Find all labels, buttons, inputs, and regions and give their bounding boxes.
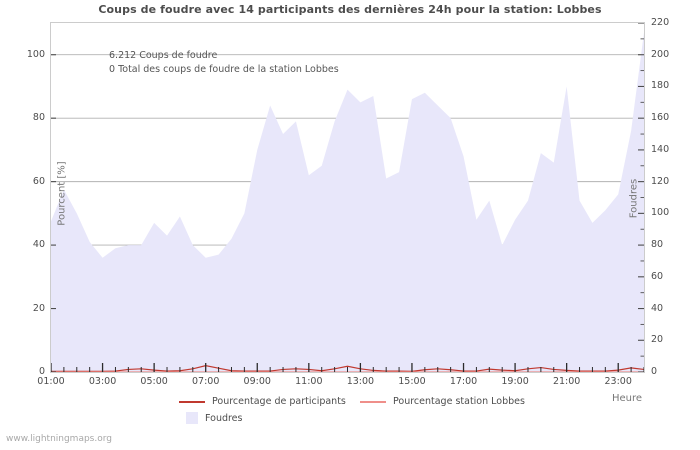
watermark: www.lightningmaps.org [6, 434, 112, 444]
legend-item-station: Pourcentage station Lobbes [360, 396, 525, 407]
y-axis-right-title: Foudres [628, 178, 640, 219]
y-axis-left-tick-0: 0 [38, 366, 45, 377]
page-title: Coups de foudre avec 14 participants des… [98, 3, 602, 16]
x-axis-tick-1900: 19:00 [501, 376, 529, 387]
plot-area: 6.212 Coups de foudre 0 Total des coups … [50, 22, 645, 373]
legend-line-participants [179, 400, 205, 403]
legend-label-strokes: Foudres [205, 412, 243, 424]
y-axis-right-tick-200: 200 [651, 48, 670, 60]
x-axis-tick-2300: 23:00 [604, 376, 632, 387]
plot-canvas [51, 23, 644, 372]
y-axis-right-tick-40: 40 [651, 302, 664, 314]
x-axis-tick-0700: 07:00 [191, 376, 220, 387]
legend-item-participants: Pourcentage de participants [179, 396, 346, 407]
legend-line-station [360, 400, 386, 403]
x-axis-tick-0500: 05:00 [140, 376, 168, 387]
y-axis-left-tick-60: 60 [32, 175, 45, 187]
y-axis-left-tick-80: 80 [32, 112, 45, 124]
y-axis-right-tick-120: 120 [651, 175, 670, 187]
annotation-total-strokes: 6.212 Coups de foudre [109, 50, 218, 61]
y-axis-right-tick-160: 160 [651, 112, 670, 124]
y-axis-right-tick-180: 180 [651, 80, 670, 92]
y-axis-right-tick-60: 60 [651, 270, 664, 282]
y-axis-right-tick-0: 0 [651, 366, 658, 377]
x-axis-tick-1100: 11:00 [295, 376, 323, 387]
y-axis-left-title: Pourcent [%] [56, 161, 68, 226]
y-axis-left-tick-20: 20 [32, 302, 45, 314]
x-axis-title: Heure [612, 393, 643, 404]
y-axis-right-tick-220: 220 [651, 17, 670, 28]
legend-label-station: Pourcentage station Lobbes [393, 396, 525, 407]
y-axis-left-tick-100: 100 [26, 48, 45, 60]
x-axis-tick-1500: 15:00 [398, 376, 426, 387]
y-axis-right-tick-140: 140 [651, 143, 670, 155]
x-axis-tick-2100: 21:00 [552, 376, 581, 387]
legend-label-participants: Pourcentage de participants [212, 396, 346, 407]
chart-legend: Pourcentage de participants Pourcentage … [50, 394, 645, 428]
y-axis-right-tick-100: 100 [651, 207, 670, 219]
annotation-station-strokes: 0 Total des coups de foudre de la statio… [109, 64, 339, 75]
x-axis-tick-0300: 03:00 [88, 376, 117, 387]
legend-swatch-strokes [186, 412, 198, 424]
y-axis-left-tick-40: 40 [32, 239, 45, 251]
x-axis-tick-0900: 09:00 [243, 376, 271, 387]
x-axis-tick-1700: 17:00 [449, 376, 478, 387]
y-axis-right-tick-80: 80 [651, 239, 664, 251]
y-axis-right-tick-20: 20 [651, 334, 664, 346]
legend-item-strokes: Foudres [179, 412, 242, 424]
x-axis-tick-1300: 13:00 [346, 376, 375, 387]
x-axis-tick-0100: 01:00 [37, 376, 65, 387]
